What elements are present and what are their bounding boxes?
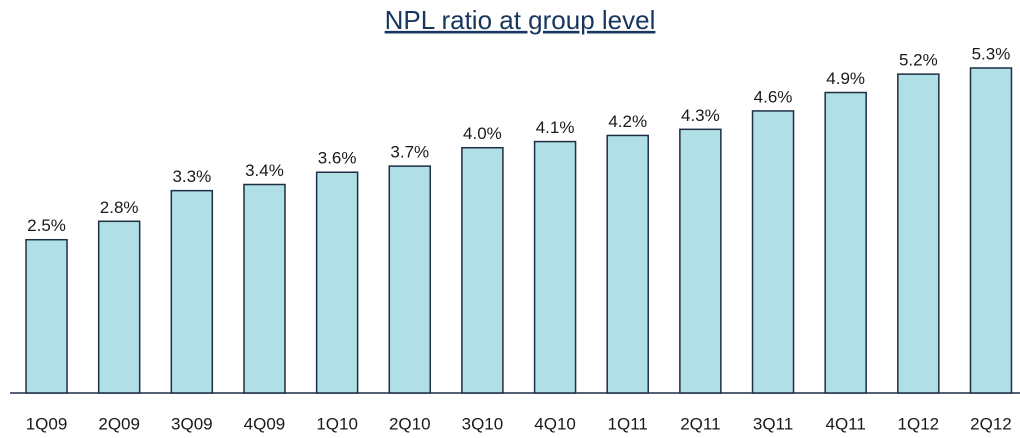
x-tick-label: 3Q10 [462, 414, 504, 433]
data-label: 4.1% [536, 118, 575, 137]
x-tick-label: 2Q12 [970, 414, 1012, 433]
data-label: 3.6% [318, 149, 357, 168]
x-tick-label: 1Q09 [26, 414, 68, 433]
bar [824, 91, 867, 394]
bar [170, 189, 214, 394]
data-label: 5.2% [899, 51, 938, 70]
x-tick-label: 4Q10 [534, 414, 576, 433]
bar [679, 128, 722, 394]
data-label: 4.6% [754, 87, 793, 106]
bar [25, 238, 68, 394]
data-label: 4.9% [826, 69, 865, 88]
bar [606, 134, 649, 394]
bar [751, 110, 795, 394]
x-tick-label: 4Q11 [826, 414, 866, 433]
x-tick-label: 3Q09 [171, 414, 213, 433]
bar [969, 67, 1013, 394]
chart-title: NPL ratio at group level [385, 5, 656, 35]
data-label: 4.0% [463, 124, 502, 143]
x-tick-label: 2Q11 [680, 414, 720, 433]
data-label: 3.3% [172, 167, 211, 186]
data-label: 3.7% [390, 143, 429, 162]
bar [461, 146, 504, 394]
x-tick-label: 1Q12 [898, 414, 940, 433]
bar [97, 220, 141, 394]
x-tick-label: 1Q11 [608, 414, 648, 433]
bar [388, 165, 432, 394]
data-label: 5.3% [972, 44, 1011, 63]
bar [243, 183, 286, 394]
x-tick-label: 2Q10 [389, 414, 431, 433]
bar [315, 171, 359, 394]
data-label: 4.2% [608, 112, 647, 131]
bar [897, 73, 940, 394]
bar [533, 140, 577, 394]
x-tick-label: 2Q09 [98, 414, 140, 433]
data-label: 4.3% [681, 106, 720, 125]
data-label: 2.8% [100, 198, 139, 217]
data-label: 3.4% [245, 161, 284, 180]
data-label: 2.5% [27, 216, 66, 235]
x-tick-label: 4Q09 [244, 414, 286, 433]
x-tick-label: 3Q11 [753, 414, 793, 433]
x-tick-label: 1Q10 [316, 414, 358, 433]
